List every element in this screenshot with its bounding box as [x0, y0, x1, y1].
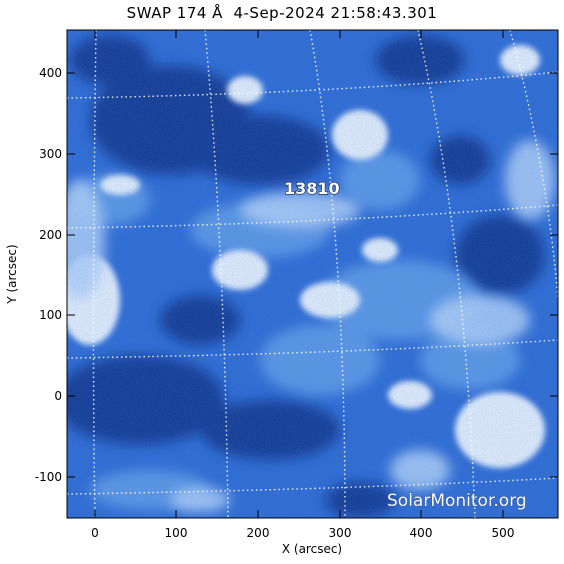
y-tick-label: 0 [54, 389, 62, 403]
y-axis-title: Y (arcsec) [5, 244, 19, 304]
active-region-label: 13810 [284, 179, 340, 198]
x-tick-label: 200 [247, 526, 270, 540]
x-tick-label: 400 [410, 526, 433, 540]
x-tick-labels: 0 100 200 300 400 500 [91, 526, 514, 540]
x-tick-label: 100 [165, 526, 188, 540]
x-tick-label: 300 [329, 526, 352, 540]
solar-euv-image [67, 30, 558, 518]
y-tick-label: 100 [39, 308, 62, 322]
axis-ticks [67, 30, 558, 518]
x-tick-label: 0 [91, 526, 99, 540]
x-tick-label: 500 [492, 526, 515, 540]
plot-title: SWAP 174 Å 4-Sep-2024 21:58:43.301 [126, 4, 438, 22]
coordinate-grid [67, 30, 558, 518]
y-tick-label: 300 [39, 147, 62, 161]
x-axis-title: X (arcsec) [282, 542, 342, 556]
solarmonitor-watermark: SolarMonitor.org [387, 491, 527, 511]
y-tick-labels: 400 300 200 100 0 -100 [35, 66, 62, 484]
y-tick-label: 200 [39, 228, 62, 242]
plot-frame [66, 29, 559, 519]
y-tick-label: -100 [35, 470, 62, 484]
y-tick-label: 400 [39, 66, 62, 80]
